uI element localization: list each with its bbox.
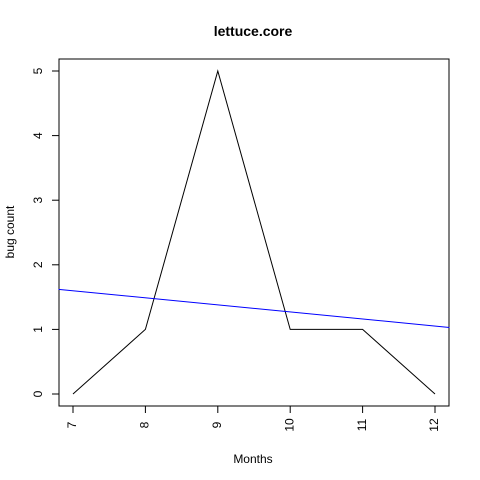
x-tick-label: 10 [282, 418, 296, 432]
x-tick-label: 7 [65, 421, 79, 428]
x-axis: 7 8 9 10 11 12 [65, 405, 441, 432]
x-tick-label: 12 [427, 418, 441, 432]
y-tick-label: 3 [31, 197, 45, 204]
y-tick-label: 1 [31, 326, 45, 333]
trend-line [58, 288, 450, 328]
y-tick-label: 2 [31, 261, 45, 268]
y-tick-label: 5 [31, 67, 45, 74]
y-axis-label: bug count [3, 205, 17, 258]
y-tick-label: 0 [31, 390, 45, 397]
y-axis: 0 1 2 3 4 5 [31, 67, 60, 397]
series-line [72, 69, 436, 395]
x-tick-label: 11 [355, 418, 369, 431]
x-axis-label: Months [233, 452, 272, 466]
series-layer [58, 69, 450, 395]
x-tick-label: 8 [138, 421, 152, 428]
y-tick-label: 4 [31, 132, 45, 139]
x-tick-label: 9 [210, 421, 224, 428]
chart-title: lettuce.core [214, 23, 293, 39]
